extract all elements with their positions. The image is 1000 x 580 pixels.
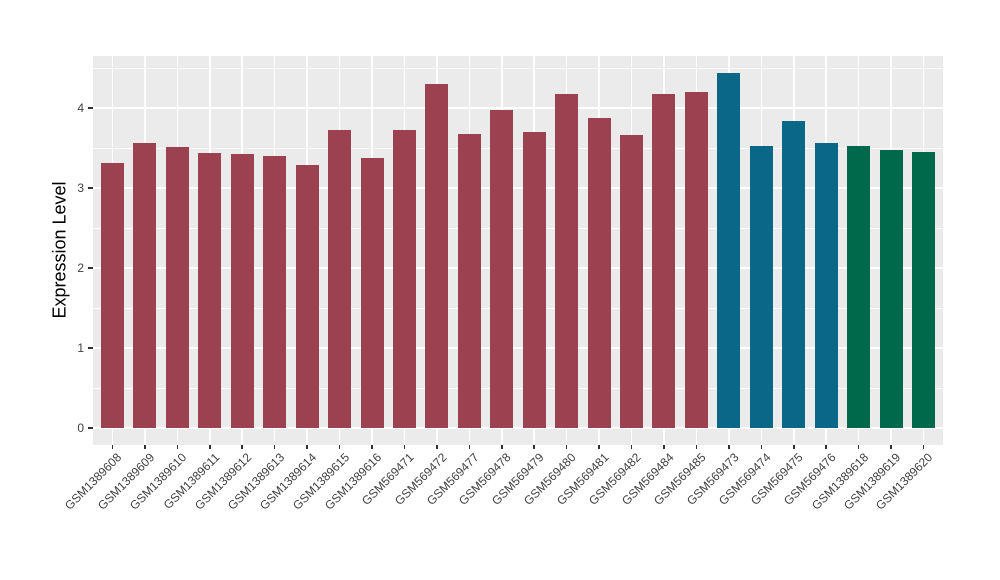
bar — [133, 143, 157, 428]
bar — [328, 129, 352, 428]
x-tick-mark — [306, 445, 308, 449]
y-tick-label: 2 — [77, 261, 84, 275]
x-tick-mark — [371, 445, 373, 449]
gridline-minor-horizontal — [93, 307, 943, 309]
bar — [100, 163, 124, 428]
y-tick-mark — [88, 267, 93, 269]
gridline-minor-horizontal — [93, 387, 943, 389]
x-tick-mark — [922, 445, 925, 449]
bar — [814, 143, 838, 428]
x-tick-mark — [533, 445, 535, 449]
bar — [425, 84, 449, 428]
x-tick-mark — [598, 445, 600, 449]
x-tick-mark — [436, 445, 438, 449]
x-tick-mark — [338, 445, 341, 449]
plot-panel — [93, 56, 943, 445]
gridline-major-horizontal — [93, 427, 943, 429]
gridline-major-horizontal — [93, 347, 943, 349]
y-axis-title: Expression Level — [49, 181, 70, 319]
x-tick-mark — [209, 445, 211, 449]
x-tick-mark — [403, 445, 406, 449]
x-tick-mark — [241, 445, 243, 449]
y-tick-mark — [88, 347, 93, 349]
gridline-minor-horizontal — [93, 67, 943, 69]
bar — [652, 93, 676, 428]
bar — [165, 147, 189, 428]
x-tick-mark — [468, 445, 471, 449]
y-tick-mark — [88, 427, 93, 429]
gridline-minor-horizontal — [93, 147, 943, 149]
gridline-major-horizontal — [93, 187, 943, 189]
x-tick-mark — [630, 445, 633, 449]
x-tick-mark — [501, 445, 503, 449]
x-tick-mark — [825, 445, 827, 449]
bar — [587, 118, 611, 428]
bar — [879, 150, 903, 428]
bar — [749, 146, 773, 428]
bar — [555, 93, 579, 428]
bar — [782, 120, 806, 428]
bar — [717, 72, 741, 428]
bar — [263, 156, 287, 428]
x-tick-mark — [728, 445, 730, 449]
bar — [392, 130, 416, 428]
y-tick-label: 1 — [77, 341, 84, 355]
x-tick-mark — [111, 445, 114, 449]
bar — [684, 92, 708, 428]
x-tick-mark — [857, 445, 860, 449]
bar — [295, 164, 319, 428]
gridline-minor-horizontal — [93, 227, 943, 229]
bar — [198, 152, 222, 428]
y-tick-label: 0 — [77, 421, 84, 435]
x-tick-mark — [176, 445, 179, 449]
y-tick-label: 3 — [77, 181, 84, 195]
x-tick-mark — [760, 445, 763, 449]
x-tick-mark — [565, 445, 568, 449]
y-tick-label: 4 — [77, 101, 84, 115]
bar — [490, 110, 514, 428]
bar — [522, 132, 546, 428]
y-tick-mark — [88, 107, 93, 109]
y-tick-mark — [88, 187, 93, 189]
bar — [457, 133, 481, 428]
bar — [230, 154, 254, 428]
bar — [620, 135, 644, 428]
x-tick-mark — [890, 445, 892, 449]
gridline-major-horizontal — [93, 107, 943, 109]
x-tick-mark — [793, 445, 795, 449]
x-tick-mark — [273, 445, 276, 449]
x-tick-mark — [695, 445, 698, 449]
bar — [912, 152, 936, 428]
x-tick-mark — [144, 445, 146, 449]
bar — [360, 158, 384, 428]
gridline-major-horizontal — [93, 267, 943, 269]
x-tick-mark — [663, 445, 665, 449]
bar — [847, 145, 871, 428]
